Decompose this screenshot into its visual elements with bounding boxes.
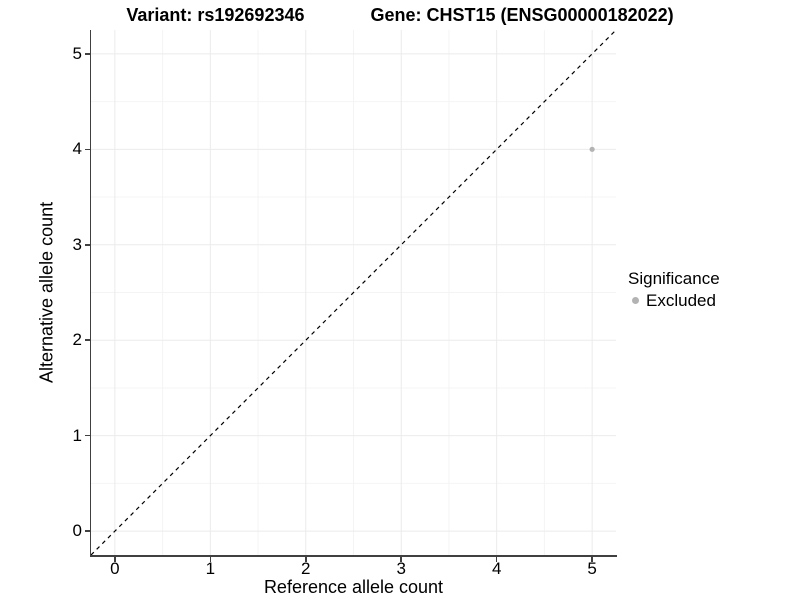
y-tick-label: 5 [72, 43, 82, 63]
x-tick-label: 0 [110, 559, 120, 578]
plot-title: Variant: rs192692346 Gene: CHST15 (ENSG0… [0, 4, 800, 26]
x-tick-mark [209, 556, 212, 562]
x-tick-mark [114, 556, 116, 562]
y-tick-label: 2 [72, 330, 82, 350]
legend-item-label: Excluded [646, 291, 716, 310]
y-axis-line [89, 30, 91, 557]
x-tick-mark [305, 556, 307, 562]
y-tick-mark [84, 148, 90, 151]
x-tick-label: 5 [587, 559, 597, 578]
y-tick-mark [84, 530, 90, 532]
plot-title-gene: Gene: CHST15 (ENSG00000182022) [370, 5, 674, 25]
y-tick-mark [84, 339, 90, 341]
legend: Significance Excluded [628, 268, 720, 310]
plot-title-variant: Variant: rs192692346 [126, 5, 305, 25]
x-axis-line [89, 555, 617, 557]
x-tick-mark [400, 556, 402, 562]
y-tick-label: 1 [72, 425, 82, 445]
legend-title: Significance [628, 269, 720, 288]
x-tick-label: 3 [396, 559, 406, 578]
y-tick-label: 0 [72, 521, 82, 541]
y-tick-label: 4 [72, 139, 82, 159]
identity-dashed-line [91, 30, 616, 555]
x-axis-title: Reference allele count [263, 577, 444, 597]
y-tick-label: 3 [72, 234, 82, 254]
plot-panel [91, 30, 616, 555]
x-tick-label: 4 [491, 559, 502, 578]
legend-point-icon [632, 297, 639, 304]
x-tick-label: 1 [205, 559, 216, 578]
x-tick-mark [591, 556, 593, 562]
x-tick-label: 2 [301, 559, 311, 578]
plot-area [91, 30, 616, 555]
legend-item-excluded: Excluded [628, 291, 720, 310]
y-axis-title: Alternative allele count [36, 201, 57, 384]
x-tick-mark [495, 556, 498, 562]
y-tick-mark [84, 53, 90, 55]
data-point [589, 146, 595, 152]
y-tick-mark [84, 244, 90, 246]
y-tick-mark [84, 434, 90, 437]
